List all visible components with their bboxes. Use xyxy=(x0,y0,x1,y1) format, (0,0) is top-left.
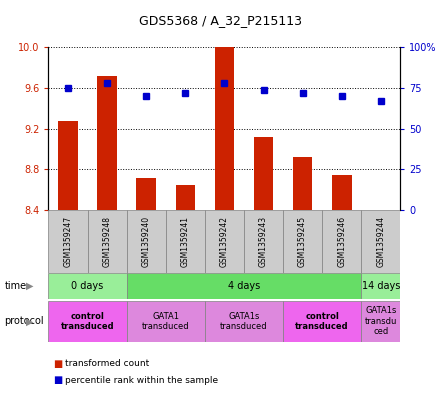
Text: GSM1359243: GSM1359243 xyxy=(259,216,268,267)
Bar xyxy=(254,137,273,210)
Text: GATA1s
transdu
ced: GATA1s transdu ced xyxy=(365,307,397,336)
Text: GSM1359245: GSM1359245 xyxy=(298,216,307,267)
Text: GATA1s
transduced: GATA1s transduced xyxy=(220,312,268,331)
Bar xyxy=(322,210,361,273)
Text: GDS5368 / A_32_P215113: GDS5368 / A_32_P215113 xyxy=(139,14,301,27)
Bar xyxy=(283,210,322,273)
Bar xyxy=(205,210,244,273)
Text: GATA1
transduced: GATA1 transduced xyxy=(142,312,190,331)
Text: 4 days: 4 days xyxy=(228,281,260,291)
Text: percentile rank within the sample: percentile rank within the sample xyxy=(65,376,218,384)
Bar xyxy=(215,47,234,210)
Text: ■: ■ xyxy=(53,375,62,385)
Text: GSM1359241: GSM1359241 xyxy=(181,216,190,267)
Bar xyxy=(127,273,361,299)
Text: ▶: ▶ xyxy=(26,316,34,326)
Bar xyxy=(136,178,156,210)
Bar xyxy=(361,273,400,299)
Bar xyxy=(166,210,205,273)
Text: transformed count: transformed count xyxy=(65,359,149,368)
Bar xyxy=(88,210,127,273)
Bar xyxy=(58,121,78,210)
Text: time: time xyxy=(4,281,26,291)
Text: control
transduced: control transduced xyxy=(61,312,114,331)
Bar xyxy=(48,301,127,342)
Bar xyxy=(244,210,283,273)
Bar xyxy=(205,301,283,342)
Bar xyxy=(361,301,400,342)
Bar xyxy=(283,301,361,342)
Text: 14 days: 14 days xyxy=(362,281,400,291)
Bar xyxy=(97,76,117,210)
Text: 0 days: 0 days xyxy=(71,281,104,291)
Text: GSM1359248: GSM1359248 xyxy=(103,216,112,267)
Bar xyxy=(48,210,88,273)
Bar xyxy=(127,210,166,273)
Bar xyxy=(176,185,195,210)
Text: GSM1359244: GSM1359244 xyxy=(376,216,385,267)
Text: ▶: ▶ xyxy=(26,281,34,291)
Text: GSM1359246: GSM1359246 xyxy=(337,216,346,267)
Text: protocol: protocol xyxy=(4,316,44,326)
Bar xyxy=(127,301,205,342)
Text: ■: ■ xyxy=(53,358,62,369)
Text: GSM1359242: GSM1359242 xyxy=(220,216,229,267)
Bar xyxy=(361,210,400,273)
Text: control
transduced: control transduced xyxy=(295,312,349,331)
Bar xyxy=(332,174,352,210)
Text: GSM1359247: GSM1359247 xyxy=(63,216,73,267)
Bar xyxy=(293,157,312,210)
Bar xyxy=(48,273,127,299)
Text: GSM1359240: GSM1359240 xyxy=(142,216,150,267)
